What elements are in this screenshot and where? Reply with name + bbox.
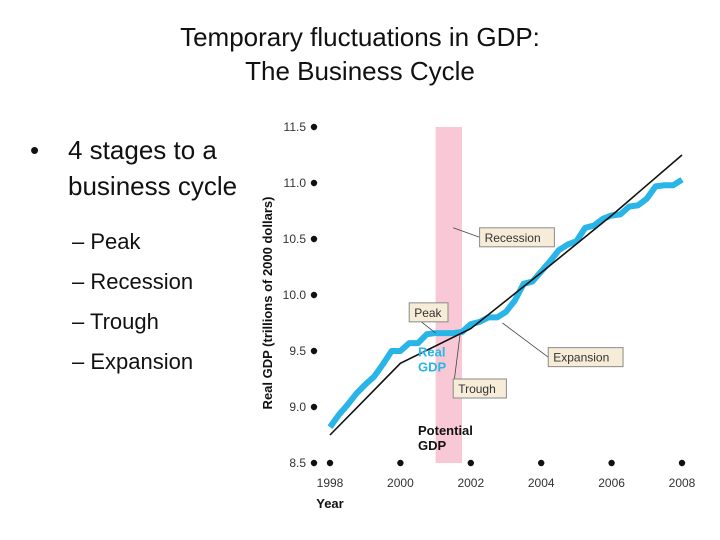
y-tick-dot [310, 235, 318, 243]
y-tick-label-2: 9.5 [289, 344, 306, 358]
series-line-real-gdp [327, 177, 684, 429]
x-tick-label-4: 2006 [598, 476, 625, 490]
bullet-dot-icon: • [30, 135, 40, 165]
annotation-leader-0 [453, 227, 480, 238]
y-tick-dot [310, 403, 318, 411]
sub-list: – Peak – Recession – Trough – Expansion [72, 222, 260, 382]
series-label-0-line-0: Real [418, 345, 445, 360]
sub-item-trough: – Trough [72, 309, 159, 334]
title-line-1: Temporary fluctuations in GDP: [180, 22, 540, 52]
sub-item-expansion: – Expansion [72, 349, 194, 374]
x-tick-dot [397, 459, 404, 467]
y-tick-label-4: 10.5 [283, 232, 307, 246]
x-tick-label-5: 2008 [669, 476, 696, 490]
bullet-item: • 4 stages to a business cycle [30, 132, 260, 204]
annotation-box-0 [479, 227, 555, 248]
x-tick-label-1: 2000 [387, 476, 414, 490]
y-tick-label-1: 9.0 [289, 400, 306, 414]
y-tick-label-6: 11.5 [284, 120, 307, 134]
annotation-label-2: Expansion [553, 351, 609, 365]
series-label-0-line-1: GDP [418, 360, 447, 375]
x-tick-label-0: 1998 [317, 476, 344, 490]
slide-title: Temporary fluctuations in GDP: The Busin… [0, 20, 720, 88]
x-tick-dot [326, 459, 334, 467]
series-label-1-line-1: GDP [418, 438, 447, 453]
x-tick-label-3: 2004 [528, 476, 555, 490]
bullet-list: • 4 stages to a business cycle – Peak – … [30, 132, 260, 382]
gdp-chart: 8.5 9.0 9.5 10.0 10.5 11.0 11.5 1998 2000 2002 200… [250, 110, 720, 530]
annotation-label-3: Trough [458, 382, 496, 396]
annotation-box-2 [547, 347, 624, 368]
annotation-leader-2 [502, 322, 549, 358]
y-tick-label-3: 10.0 [283, 288, 307, 302]
y-tick-dot [310, 291, 318, 299]
annotation-label-0: Recession [485, 231, 541, 245]
x-tick-dot [678, 459, 686, 467]
bullet-text: 4 stages to a business cycle [68, 135, 238, 201]
annotation-box-1 [408, 302, 449, 323]
gdp-chart-svg: 8.5 9.0 9.5 10.0 10.5 11.0 11.5 1998 2000 2002 200… [260, 120, 696, 511]
series-line-potential-gdp [329, 154, 683, 436]
recession-band [435, 127, 462, 463]
sub-item-recession: – Recession [72, 269, 194, 294]
y-tick-dot [310, 347, 318, 355]
x-tick-dot [467, 459, 474, 467]
y-tick-dot [310, 179, 318, 187]
y-tick-label-5: 11.0 [284, 176, 307, 190]
series-label-1-line-0: Potential [418, 423, 473, 438]
y-tick-label-0: 8.5 [289, 456, 306, 470]
x-tick-label-2: 2002 [457, 476, 484, 490]
y-axis-label: Real GDP (trillions of 2000 dollars) [260, 197, 275, 410]
y-tick-dot [310, 123, 318, 131]
annotation-box-3 [452, 378, 507, 399]
title-line-2: The Business Cycle [245, 56, 475, 86]
x-axis-label: Year [316, 496, 343, 511]
x-tick-dot [608, 459, 615, 467]
sub-item-peak: – Peak [72, 229, 141, 254]
annotation-label-1: Peak [414, 306, 442, 320]
y-tick-dot [310, 459, 318, 467]
x-tick-dot [538, 459, 545, 467]
